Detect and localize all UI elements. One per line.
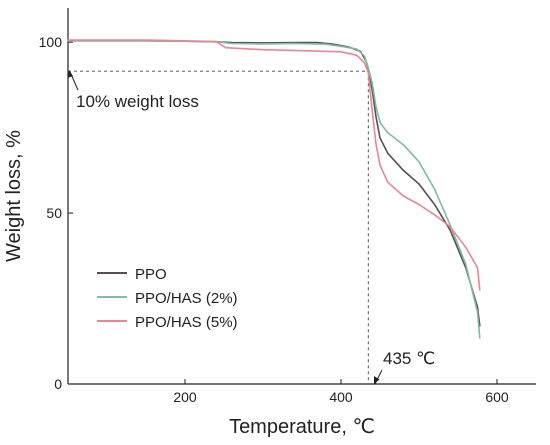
x-axis-label: Temperature, ℃ <box>229 416 375 438</box>
annotation-weight-loss: 10% weight loss <box>76 92 199 111</box>
chart-axes <box>67 8 536 385</box>
series-line-3 <box>67 39 481 291</box>
y-tick-label: 0 <box>54 376 62 392</box>
legend-label: PPO/HAS (2%) <box>135 290 238 307</box>
y-tick-label: 50 <box>46 205 62 221</box>
x-ticks: 200 400 600 <box>173 379 509 405</box>
series-line-2 <box>67 40 481 339</box>
arrow-435-head <box>374 376 380 384</box>
x-tick-label: 200 <box>173 389 197 405</box>
annotation-arrows <box>67 70 383 385</box>
legend-label: PPO <box>135 266 167 283</box>
y-axis-label: Weight loss, % <box>3 130 25 262</box>
legend-label: PPO/HAS (5%) <box>135 314 238 331</box>
series-layer <box>67 39 481 339</box>
series-line-1 <box>67 40 481 327</box>
legend: PPO PPO/HAS (2%) PPO/HAS (5%) <box>97 266 238 331</box>
x-tick-label: 600 <box>485 389 509 405</box>
y-ticks: 0 50 100 <box>39 34 73 392</box>
reference-guides <box>68 70 369 384</box>
x-tick-label: 400 <box>329 389 353 405</box>
annotation-435c: 435 ℃ <box>383 349 435 368</box>
y-tick-label: 100 <box>39 34 63 50</box>
arrow-weight-loss-head <box>67 70 73 78</box>
